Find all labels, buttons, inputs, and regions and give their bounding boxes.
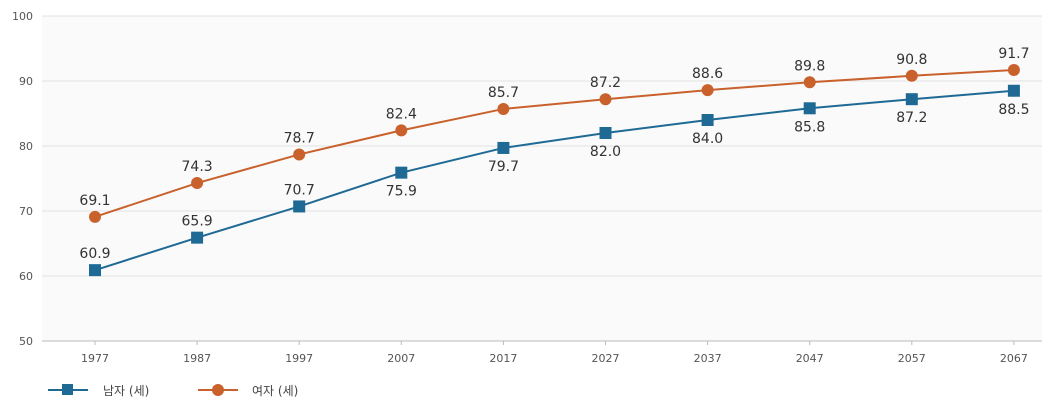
data-label-male: 79.7 <box>488 159 519 175</box>
legend: 남자 (세) 여자 (세) <box>48 384 298 398</box>
data-point-male[interactable] <box>1007 84 1020 97</box>
data-label-male: 65.9 <box>182 214 213 230</box>
data-label-female: 74.3 <box>182 159 213 175</box>
legend-label-female: 여자 (세) <box>252 384 298 398</box>
legend-circle-marker-icon <box>212 384 224 396</box>
data-point-female[interactable] <box>293 148 306 161</box>
data-point-male[interactable] <box>905 93 918 106</box>
y-tick-label: 90 <box>19 75 33 88</box>
data-point-male[interactable] <box>395 166 408 179</box>
data-point-female[interactable] <box>599 93 612 106</box>
data-label-female: 85.7 <box>488 85 519 101</box>
series-line-female <box>94 68 1014 218</box>
data-label-female: 87.2 <box>590 75 621 91</box>
data-label-female: 82.4 <box>386 106 417 122</box>
data-label-male: 87.2 <box>896 110 927 126</box>
data-point-female[interactable] <box>803 76 816 89</box>
y-tick-label: 100 <box>12 10 33 23</box>
data-point-female[interactable] <box>905 69 918 82</box>
x-tick-label: 1987 <box>183 352 211 365</box>
data-label-female: 91.7 <box>998 46 1029 62</box>
data-point-female[interactable] <box>191 177 204 190</box>
data-label-male: 85.8 <box>794 119 825 135</box>
y-tick-label: 70 <box>19 205 33 218</box>
y-tick-label: 50 <box>19 335 33 348</box>
series-layer <box>89 63 1020 277</box>
data-label-female: 88.6 <box>692 66 723 82</box>
x-tick-label: 1977 <box>81 352 109 365</box>
data-label-male: 84.0 <box>692 131 723 147</box>
data-label-female: 78.7 <box>284 130 315 146</box>
data-point-male[interactable] <box>701 114 714 126</box>
data-label-male: 75.9 <box>386 184 417 200</box>
data-point-male[interactable] <box>89 264 101 277</box>
data-point-male[interactable] <box>191 231 204 244</box>
data-label-male: 60.9 <box>79 246 110 262</box>
data-point-male[interactable] <box>803 102 816 115</box>
x-tick-label: 2017 <box>489 352 517 365</box>
legend-label-male: 남자 (세) <box>103 384 149 398</box>
data-point-female[interactable] <box>701 84 714 97</box>
data-point-female[interactable] <box>395 124 408 137</box>
data-labels: 60.9 65.9 70.7 75.9 79.7 82.0 84.0 85.8 87.2 88.5… <box>79 46 1029 262</box>
x-tick-label: 2047 <box>796 352 824 365</box>
data-point-female[interactable] <box>497 102 510 115</box>
gridlines <box>42 15 1042 342</box>
legend-item-female[interactable]: 여자 (세) <box>198 384 298 398</box>
data-label-male: 70.7 <box>284 182 315 198</box>
data-point-female[interactable] <box>1007 63 1020 76</box>
data-label-female: 90.8 <box>896 52 927 68</box>
x-tick-label: 2057 <box>898 352 926 365</box>
x-tick-label: 2007 <box>387 352 415 365</box>
data-label-female: 89.8 <box>794 58 825 74</box>
data-point-male[interactable] <box>497 141 510 154</box>
x-axis: 1977 1987 1997 2007 2017 2027 2037 2047 2057 2067 <box>81 341 1028 365</box>
data-label-male: 88.5 <box>998 102 1029 118</box>
x-tick-label: 2037 <box>694 352 722 365</box>
data-point-male[interactable] <box>599 127 612 139</box>
x-tick-label: 2027 <box>592 352 620 365</box>
series-line-male <box>94 89 1014 272</box>
y-tick-label: 60 <box>19 270 33 283</box>
data-point-male[interactable] <box>293 200 306 213</box>
plot-area <box>42 16 1042 341</box>
legend-item-male[interactable]: 남자 (세) <box>48 384 149 398</box>
x-tick-label: 2067 <box>1000 352 1028 365</box>
x-tick-label: 1997 <box>285 352 313 365</box>
data-label-male: 82.0 <box>590 144 621 160</box>
data-label-female: 69.1 <box>79 193 110 209</box>
legend-square-marker-icon <box>62 384 73 395</box>
y-axis: 50 60 70 80 90 100 <box>12 10 33 348</box>
y-tick-label: 80 <box>19 140 33 153</box>
data-point-female[interactable] <box>89 210 101 223</box>
